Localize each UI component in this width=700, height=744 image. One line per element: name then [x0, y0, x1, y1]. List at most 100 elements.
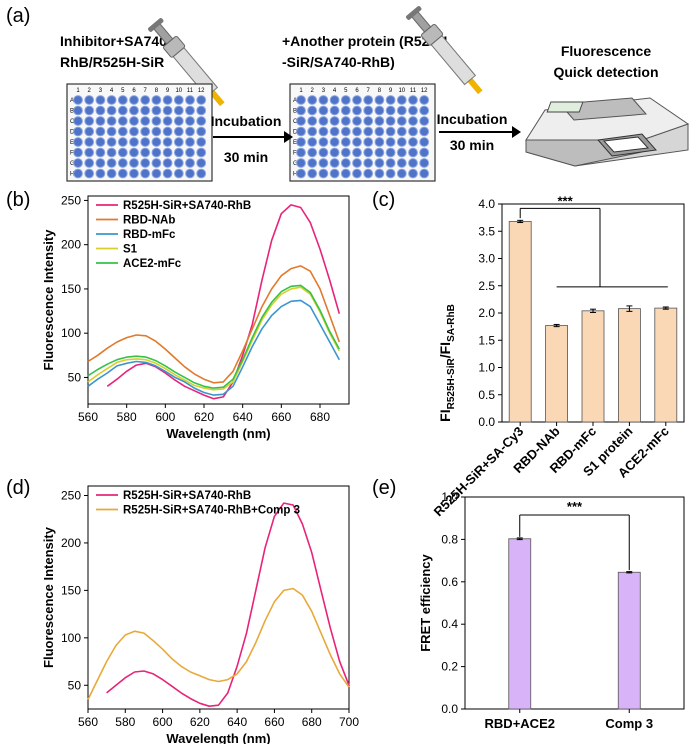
x-tick-label: 580 — [117, 410, 137, 424]
plate-well — [117, 137, 128, 147]
plate-well — [296, 116, 306, 126]
plate-well — [374, 158, 385, 168]
panel-e-label: (e) — [372, 477, 396, 499]
plate-well — [162, 126, 173, 137]
step1-line1: Inhibitor+SA740- — [60, 33, 172, 49]
significance-stars: *** — [558, 193, 574, 208]
plate-well — [185, 116, 195, 126]
plate-well — [73, 147, 83, 158]
plate-row-label: F — [293, 151, 297, 157]
plate-well — [162, 105, 173, 116]
legend-label: R525H-SiR+SA740-RhB — [123, 200, 251, 212]
y-tick-label: 1.0 — [478, 361, 495, 375]
y-tick-label: 0.5 — [478, 388, 495, 402]
chart-c: 0.0 0.5 1.0 1.5 2.0 2.5 3.0 3.5 4.0 R525H-SiR+SA-… — [431, 193, 685, 520]
arrow2-label-bottom: 30 min — [450, 137, 494, 153]
plate-well — [106, 147, 117, 158]
plate-row-label: H — [293, 172, 297, 178]
y-tick-label: 150 — [61, 282, 81, 296]
plate-well — [95, 158, 106, 168]
plate-well — [374, 126, 385, 137]
y-axis-label: FRET efficiency — [418, 553, 433, 651]
plate-well — [307, 116, 318, 126]
plate-well — [117, 168, 128, 179]
step3-line2: Quick detection — [553, 64, 658, 80]
plate-well — [296, 158, 306, 168]
arrow-icon — [213, 131, 293, 143]
plate-well — [151, 158, 162, 168]
plate-well — [340, 137, 351, 147]
step2-line1: +Another protein (R525H — [282, 33, 447, 49]
plate-well — [374, 105, 385, 116]
plate-well — [396, 168, 407, 179]
plate-well — [129, 168, 139, 179]
plate-well — [296, 168, 306, 179]
plate-well — [340, 105, 351, 116]
plate-well — [106, 168, 117, 179]
x-tick-label: 560 — [78, 410, 98, 424]
plate-well — [196, 116, 207, 126]
plate-well — [340, 147, 351, 158]
plate-well — [140, 95, 151, 105]
plate-well — [419, 137, 430, 147]
plate-well — [162, 95, 173, 105]
plate-well — [340, 126, 351, 137]
plate-well — [106, 158, 117, 168]
plate-well — [162, 168, 173, 179]
plate-well — [396, 137, 407, 147]
plate-well — [173, 137, 184, 147]
series-line-3 — [87, 286, 341, 391]
plate-well — [307, 126, 318, 137]
plate-well — [352, 147, 362, 158]
y-tick-label: 1.0 — [441, 490, 458, 504]
plate-well — [363, 168, 374, 179]
plate-well — [329, 158, 340, 168]
plate-well — [151, 147, 162, 158]
x-tick-label: 660 — [271, 410, 291, 424]
y-tick-label: 50 — [68, 370, 82, 384]
legend-label: RBD-NAb — [123, 215, 175, 227]
series-line-4 — [87, 284, 341, 389]
plate-well — [95, 105, 106, 116]
plate-well — [129, 116, 139, 126]
plate-well — [117, 158, 128, 168]
plate-well — [363, 137, 374, 147]
plot-frame — [87, 485, 350, 710]
plate-row-label: D — [70, 130, 75, 136]
plate-well — [318, 95, 329, 105]
plate-well — [352, 116, 362, 126]
plate-well — [173, 95, 184, 105]
plate-well — [117, 95, 128, 105]
plate-well — [296, 126, 306, 137]
y-tick-label: 0.2 — [441, 660, 458, 674]
panel-d-label: (d) — [6, 477, 30, 499]
category-label: R525H-SiR+SA-Cy3 — [431, 424, 527, 520]
x-tick-label: 620 — [190, 715, 210, 729]
plate-well — [196, 158, 207, 168]
plate-well — [363, 158, 374, 168]
plate-well — [307, 137, 318, 147]
step3-line1: Fluorescence — [561, 43, 651, 59]
plate-well — [296, 95, 306, 105]
chart-d: 560 580 600 620 640 660 680 700 50 100 150 200 250 Wa… — [41, 485, 359, 744]
plate-well — [340, 158, 351, 168]
plate-well — [173, 158, 184, 168]
y-tick-label: 0.8 — [441, 532, 458, 546]
x-tick-label: 620 — [194, 410, 214, 424]
plate-well — [173, 126, 184, 137]
plate-well — [385, 95, 396, 105]
plate-well — [73, 137, 83, 147]
plate-well — [129, 147, 139, 158]
series-line-2 — [87, 299, 341, 396]
plate-well — [151, 168, 162, 179]
plate-well — [408, 105, 418, 116]
plate-well — [140, 147, 151, 158]
bar-1 — [545, 325, 568, 423]
plate-col-label: 5 — [344, 88, 348, 94]
plate-col-label: 6 — [132, 88, 136, 94]
plate-row-label: D — [293, 130, 298, 136]
plate-well — [106, 137, 117, 147]
panel-b: (b) 560 580 600 620 640 660 680 50 100 150 200 250 W… — [6, 189, 350, 441]
plate-row-label: C — [293, 119, 298, 125]
plate-col-label: 11 — [187, 88, 194, 94]
